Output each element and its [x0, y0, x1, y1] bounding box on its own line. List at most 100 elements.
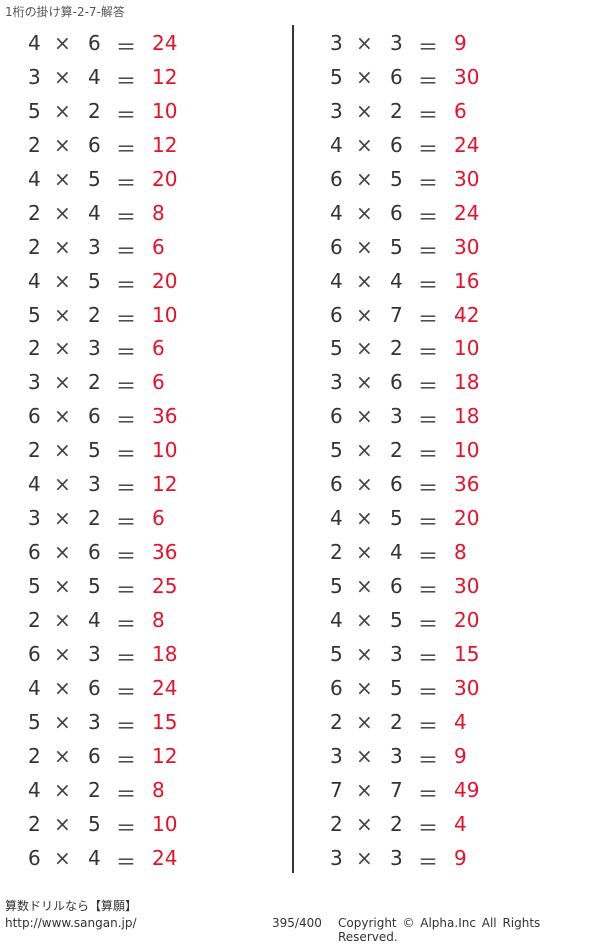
answer: 24 — [152, 845, 178, 870]
times-sign: × — [54, 811, 71, 836]
answer: 30 — [454, 675, 480, 700]
operand-b: 6 — [390, 472, 403, 497]
answer: 16 — [454, 268, 480, 293]
answer: 18 — [454, 370, 480, 395]
equals-sign: ＝ — [418, 645, 438, 670]
times-sign: × — [54, 540, 71, 565]
equals-sign: ＝ — [418, 442, 438, 467]
equals-sign: ＝ — [116, 849, 136, 874]
answer: 6 — [152, 506, 165, 531]
operand-a: 2 — [28, 607, 41, 632]
equals-sign: ＝ — [116, 611, 136, 636]
times-sign: × — [54, 336, 71, 361]
answer: 8 — [454, 540, 467, 565]
times-sign: × — [54, 132, 71, 157]
operand-b: 4 — [88, 607, 101, 632]
times-sign: × — [54, 370, 71, 395]
times-sign: × — [356, 132, 373, 157]
footer-url[interactable]: http://www.sangan.jp/ — [5, 916, 137, 930]
operand-b: 6 — [390, 132, 403, 157]
operand-b: 3 — [390, 743, 403, 768]
operand-b: 6 — [390, 574, 403, 598]
equals-sign: ＝ — [418, 102, 438, 127]
operand-b: 5 — [390, 675, 403, 700]
times-sign: × — [356, 268, 373, 293]
times-sign: × — [54, 506, 71, 531]
operand-a: 4 — [330, 506, 343, 531]
equals-sign: ＝ — [116, 815, 136, 840]
answer: 49 — [454, 777, 480, 802]
equals-sign: ＝ — [116, 747, 136, 772]
operand-b: 3 — [88, 472, 101, 497]
operand-b: 2 — [390, 336, 403, 361]
times-sign: × — [356, 438, 373, 463]
operand-a: 5 — [28, 709, 41, 734]
operand-b: 5 — [390, 166, 403, 191]
answer: 8 — [152, 777, 165, 802]
times-sign: × — [356, 64, 373, 89]
operand-a: 4 — [28, 268, 41, 293]
operand-a: 6 — [28, 641, 41, 666]
operand-b: 2 — [390, 709, 403, 734]
equals-sign: ＝ — [116, 68, 136, 93]
equals-sign: ＝ — [116, 35, 136, 59]
answer: 10 — [152, 302, 178, 327]
times-sign: × — [356, 200, 373, 225]
answer: 9 — [454, 743, 467, 768]
equals-sign: ＝ — [418, 340, 438, 365]
operand-b: 2 — [390, 811, 403, 836]
answer: 10 — [454, 438, 480, 463]
times-sign: × — [356, 370, 373, 395]
times-sign: × — [356, 641, 373, 666]
operand-b: 6 — [390, 200, 403, 225]
operand-a: 3 — [330, 845, 343, 870]
operand-b: 2 — [88, 506, 101, 531]
operand-a: 6 — [330, 166, 343, 191]
times-sign: × — [356, 743, 373, 768]
equals-sign: ＝ — [116, 238, 136, 263]
answer: 18 — [454, 404, 480, 429]
times-sign: × — [356, 404, 373, 429]
answer: 4 — [454, 811, 467, 836]
times-sign: × — [356, 574, 373, 598]
times-sign: × — [356, 98, 373, 123]
equals-sign: ＝ — [418, 272, 438, 297]
times-sign: × — [54, 675, 71, 700]
operand-a: 2 — [28, 743, 41, 768]
equals-sign: ＝ — [116, 306, 136, 331]
operand-a: 5 — [330, 438, 343, 463]
equals-sign: ＝ — [418, 408, 438, 433]
times-sign: × — [54, 64, 71, 89]
operand-a: 2 — [330, 709, 343, 734]
operand-a: 3 — [330, 370, 343, 395]
equals-sign: ＝ — [418, 136, 438, 161]
operand-b: 6 — [88, 743, 101, 768]
equals-sign: ＝ — [418, 510, 438, 535]
operand-b: 2 — [88, 777, 101, 802]
operand-b: 2 — [88, 302, 101, 327]
copyright: Copyright © Alpha.Inc All Rights Reserve… — [338, 916, 541, 944]
answer: 30 — [454, 166, 480, 191]
times-sign: × — [54, 302, 71, 327]
equals-sign: ＝ — [418, 204, 438, 229]
equals-sign: ＝ — [116, 510, 136, 535]
times-sign: × — [54, 31, 71, 55]
operand-b: 3 — [390, 31, 403, 55]
operand-a: 2 — [28, 336, 41, 361]
operand-b: 5 — [390, 607, 403, 632]
answer: 24 — [152, 675, 178, 700]
operand-a: 4 — [28, 777, 41, 802]
equals-sign: ＝ — [116, 544, 136, 569]
operand-a: 5 — [330, 641, 343, 666]
answer: 42 — [454, 302, 480, 327]
operand-a: 5 — [330, 574, 343, 598]
operand-a: 6 — [330, 302, 343, 327]
equals-sign: ＝ — [116, 374, 136, 399]
answer: 25 — [152, 574, 178, 598]
times-sign: × — [54, 404, 71, 429]
equals-sign: ＝ — [116, 476, 136, 501]
operand-b: 3 — [390, 845, 403, 870]
operand-a: 4 — [330, 132, 343, 157]
times-sign: × — [54, 438, 71, 463]
equals-sign: ＝ — [418, 781, 438, 806]
